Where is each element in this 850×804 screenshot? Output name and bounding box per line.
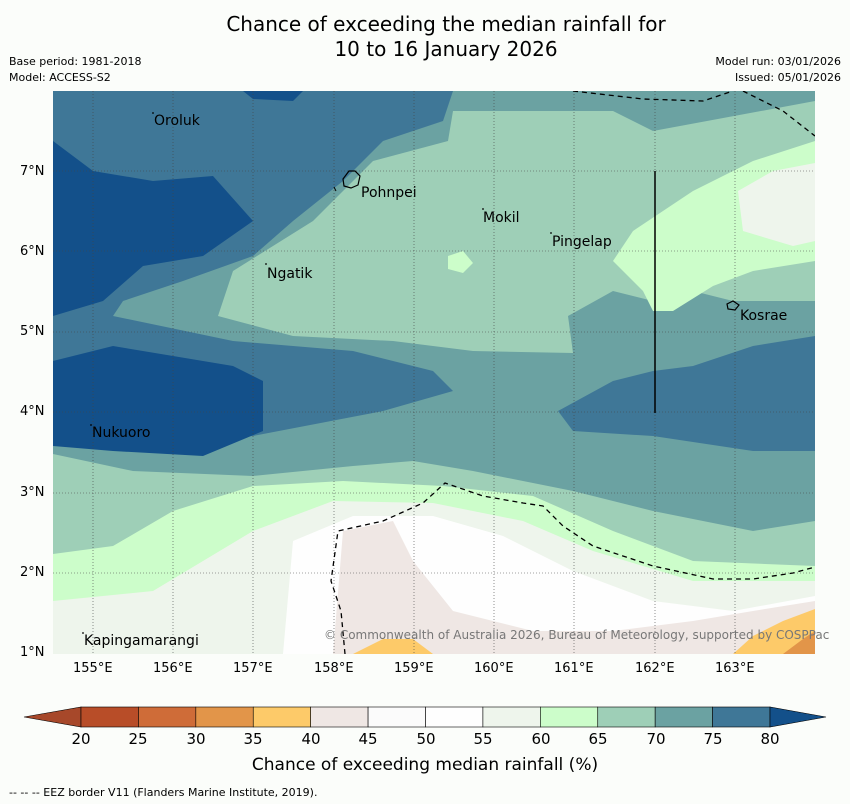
lon-tick: 163°E bbox=[715, 661, 755, 676]
band-40-45 bbox=[333, 521, 815, 654]
meta-left: Base period: 1981-2018 Model: ACCESS-S2 bbox=[9, 54, 141, 86]
colorbar-bin bbox=[597, 706, 656, 728]
colorbar-bin bbox=[654, 706, 713, 728]
ngatik-marker bbox=[265, 263, 267, 265]
colorbar-label: 40 bbox=[301, 730, 321, 748]
nukuoro-marker bbox=[90, 424, 92, 426]
map-area bbox=[53, 91, 815, 654]
label-pingelap: Pingelap bbox=[552, 234, 612, 250]
band-80-plus bbox=[53, 141, 253, 316]
band-35-40 bbox=[733, 609, 815, 654]
label-kapingamarangi: Kapingamarangi bbox=[84, 633, 199, 649]
lat-tick: 5°N bbox=[20, 324, 45, 339]
pohnpei-islet bbox=[333, 186, 337, 192]
label-kosrae: Kosrae bbox=[740, 308, 788, 324]
lat-tick: 2°N bbox=[20, 565, 45, 580]
eez-border-north bbox=[572, 91, 815, 137]
colorbar-label: 25 bbox=[128, 730, 148, 748]
colorbar-label: 45 bbox=[358, 730, 378, 748]
lat-tick: 1°N bbox=[20, 645, 45, 660]
model-name: Model: ACCESS-S2 bbox=[9, 71, 111, 84]
colorbar-label: 75 bbox=[703, 730, 723, 748]
colorbar-label: 65 bbox=[588, 730, 608, 748]
band-30-35 bbox=[783, 631, 815, 654]
lon-tick: 160°E bbox=[474, 661, 514, 676]
colorbar-bin bbox=[712, 706, 771, 728]
model-run: Model run: 03/01/2026 bbox=[715, 55, 841, 68]
eez-border-south bbox=[330, 482, 815, 654]
band-75-80-east bbox=[558, 336, 815, 451]
colorbar-bin bbox=[138, 706, 197, 728]
eez-footnote: -- -- -- EEZ border V11 (Flanders Marine… bbox=[9, 786, 318, 799]
colorbar-label: 60 bbox=[531, 730, 551, 748]
colorbar-bin bbox=[540, 706, 599, 728]
issued-date: Issued: 05/01/2026 bbox=[734, 71, 841, 84]
lon-tick: 162°E bbox=[635, 661, 675, 676]
lat-tick: 4°N bbox=[20, 404, 45, 419]
kapingamarangi-marker bbox=[82, 632, 84, 634]
lat-tick: 6°N bbox=[20, 244, 45, 259]
label-nukuoro: Nukuoro bbox=[92, 425, 151, 441]
title-line-1: Chance of exceeding the median rainfall … bbox=[226, 12, 666, 36]
lon-tick: 161°E bbox=[554, 661, 594, 676]
colorbar bbox=[23, 706, 827, 728]
colorbar-bin bbox=[425, 706, 484, 728]
meta-right: Model run: 03/01/2026 Issued: 05/01/2026 bbox=[715, 54, 841, 86]
colorbar-bin bbox=[367, 706, 426, 728]
colorbar-extend-low bbox=[23, 706, 82, 728]
band-80-plus-south bbox=[53, 346, 263, 456]
band-60-65-spot bbox=[448, 251, 473, 273]
colorbar-bin bbox=[310, 706, 369, 728]
map-title: Chance of exceeding the median rainfall … bbox=[0, 12, 850, 62]
lat-tick: 3°N bbox=[20, 485, 45, 500]
colorbar-bin bbox=[80, 706, 139, 728]
map-svg bbox=[53, 91, 815, 654]
colorbar-bin bbox=[482, 706, 541, 728]
copyright: © Commonwealth of Australia 2026, Bureau… bbox=[324, 628, 830, 642]
kosrae-island bbox=[726, 300, 740, 311]
label-pohnpei: Pohnpei bbox=[361, 185, 417, 201]
mokil-marker bbox=[482, 208, 484, 210]
band-35-40-west bbox=[353, 639, 433, 654]
lat-tick: 7°N bbox=[20, 164, 45, 179]
label-mokil: Mokil bbox=[483, 210, 520, 226]
pohnpei-island bbox=[342, 170, 361, 189]
colorbar-label: 20 bbox=[71, 730, 91, 748]
band-80-plus-top bbox=[243, 91, 303, 101]
colorbar-label: 30 bbox=[186, 730, 206, 748]
label-oroluk: Oroluk bbox=[154, 113, 200, 129]
colorbar-title: Chance of exceeding median rainfall (%) bbox=[251, 755, 599, 775]
colorbar-label: 35 bbox=[243, 730, 263, 748]
oroluk-marker bbox=[152, 112, 154, 114]
colorbar-label: 55 bbox=[473, 730, 493, 748]
colorbar-bin bbox=[195, 706, 254, 728]
colorbar-label: 80 bbox=[760, 730, 780, 748]
colorbar-label: 50 bbox=[416, 730, 436, 748]
colorbar-extend-high bbox=[769, 706, 827, 728]
lon-tick: 158°E bbox=[314, 661, 354, 676]
label-ngatik: Ngatik bbox=[267, 266, 313, 282]
pingelap-marker bbox=[550, 232, 552, 234]
base-period: Base period: 1981-2018 bbox=[9, 55, 142, 68]
lon-tick: 156°E bbox=[153, 661, 193, 676]
colorbar-bin bbox=[252, 706, 311, 728]
band-55-60-east bbox=[738, 163, 815, 246]
title-line-2: 10 to 16 January 2026 bbox=[334, 37, 558, 61]
colorbar-label: 70 bbox=[646, 730, 666, 748]
lon-tick: 157°E bbox=[233, 661, 273, 676]
lon-tick: 159°E bbox=[394, 661, 434, 676]
lon-tick: 155°E bbox=[73, 661, 113, 676]
